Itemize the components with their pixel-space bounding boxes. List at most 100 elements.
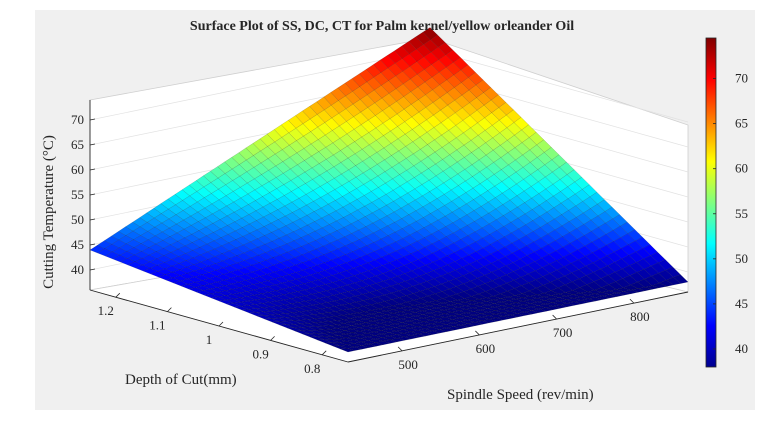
- surface-cell: [621, 255, 637, 266]
- surface-cell: [487, 186, 503, 198]
- z-tick-label: 45: [71, 237, 84, 252]
- surface-cell: [444, 212, 461, 223]
- surface-cell: [233, 197, 249, 209]
- surface-cell: [418, 94, 434, 108]
- surface-cell: [411, 267, 427, 277]
- surface-cell: [298, 301, 314, 307]
- surface-cell: [141, 247, 157, 256]
- surface-cell: [165, 277, 181, 284]
- y-axis-ticks: 0.8 0.9 1 1.1 1.2: [98, 292, 327, 376]
- surface-cell: [271, 317, 287, 322]
- surface-cell: [605, 218, 621, 231]
- surface-cell: [403, 78, 419, 92]
- surface-cell: [291, 307, 307, 312]
- x-tick-mark: [397, 346, 403, 352]
- y-tick-label: 0.8: [304, 361, 320, 376]
- surface-cell: [232, 176, 248, 188]
- surface-cell: [203, 293, 219, 299]
- surface-cell: [317, 277, 334, 285]
- surface-cell: [651, 282, 668, 288]
- colorbar-tick-label: 65: [735, 116, 748, 131]
- surface-cell: [599, 255, 615, 266]
- surface-cell: [433, 267, 449, 277]
- surface-cell: [178, 260, 195, 268]
- surface-cell: [192, 254, 209, 263]
- colorbar-tick-label: 70: [735, 71, 748, 86]
- surface-cell: [168, 214, 184, 225]
- surface-cell: [417, 81, 433, 95]
- surface-cell: [538, 176, 554, 190]
- surface-cell: [279, 320, 294, 325]
- surface-cell: [567, 301, 582, 306]
- surface-cell: [474, 320, 490, 325]
- surface-cell: [209, 281, 225, 288]
- y-tick-mark: [218, 321, 224, 327]
- surface-cell: [447, 100, 463, 113]
- surface-cell: [191, 230, 207, 240]
- surface-cell: [488, 208, 504, 220]
- surface-cell: [208, 263, 224, 271]
- surface-cell: [454, 258, 470, 268]
- surface-cell: [179, 267, 195, 274]
- x-tick-mark: [475, 330, 480, 336]
- x-tick-mark: [552, 314, 557, 320]
- surface-cell: [317, 122, 333, 136]
- surface-cell: [342, 308, 358, 315]
- surface-cell: [300, 319, 316, 324]
- surface-cell: [403, 253, 419, 263]
- surface-cell: [376, 288, 392, 296]
- surface-cell: [391, 290, 407, 298]
- z-tick-mark: [89, 168, 96, 171]
- x-axis-line: [347, 291, 689, 363]
- surface-cell: [317, 109, 332, 123]
- surface-cell: [146, 208, 162, 219]
- surface-cell: [488, 314, 504, 318]
- surface-cell: [560, 186, 576, 199]
- surface-cell: [406, 165, 422, 178]
- surface-cell: [192, 247, 208, 256]
- y-axis-label: Depth of Cut(mm): [125, 372, 237, 388]
- surface-cell: [336, 319, 352, 324]
- surface-cell: [644, 285, 660, 290]
- surface-cell: [249, 312, 265, 317]
- surface-cell: [561, 221, 577, 233]
- colorbar-bar: [705, 37, 717, 368]
- surface-cell: [217, 285, 233, 291]
- surface-cell: [397, 336, 412, 341]
- y-tick-mark: [167, 307, 172, 312]
- y-tick-mark: [321, 350, 327, 356]
- surface-cell: [362, 156, 378, 169]
- surface-cell: [195, 285, 211, 291]
- surface-cell: [339, 270, 355, 279]
- surface-cell: [220, 225, 236, 235]
- surface-cell: [222, 265, 239, 273]
- surface-cell: [175, 200, 191, 211]
- z-tick-label: 65: [71, 137, 84, 152]
- surface-cell: [383, 278, 399, 287]
- surface-cell: [168, 204, 184, 215]
- colorbar: 40 45 50 55 60 65 70: [705, 37, 748, 368]
- surface-cell: [486, 162, 502, 175]
- surface-cell: [605, 230, 621, 242]
- surface-cell: [408, 36, 424, 50]
- surface-cell: [141, 254, 158, 263]
- surface-cell: [564, 272, 580, 282]
- surface-cell: [316, 254, 332, 263]
- surface-cell: [195, 290, 212, 296]
- surface-cell: [363, 180, 379, 192]
- surface-cell: [328, 316, 344, 321]
- surface-cell: [296, 283, 312, 291]
- surface-cell: [276, 195, 293, 207]
- z-tick-mark: [89, 243, 96, 246]
- surface-cell: [575, 212, 592, 225]
- z-tick-mark: [89, 218, 96, 221]
- surface-cell: [212, 209, 228, 220]
- surface-cell: [194, 280, 211, 286]
- surface-cell: [266, 264, 282, 273]
- surface-cell: [210, 177, 226, 190]
- chart-title: Surface Plot of SS, DC, CT for Palm kern…: [190, 19, 574, 34]
- surface-cell: [175, 210, 191, 221]
- surface-cell: [402, 244, 419, 254]
- surface-cell: [191, 239, 208, 248]
